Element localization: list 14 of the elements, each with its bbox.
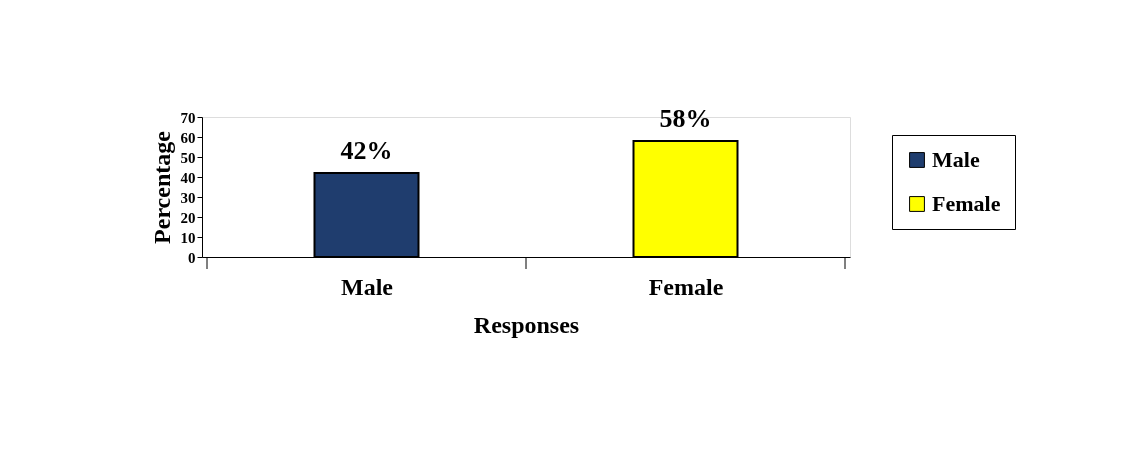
y-tick-label: 10 — [180, 229, 196, 246]
y-tick-label: 60 — [180, 129, 196, 146]
legend-label: Female — [932, 191, 1001, 216]
data-label: 42% — [340, 136, 393, 165]
y-tick-label: 50 — [180, 149, 196, 166]
x-axis-title: Responses — [473, 311, 580, 338]
legend-label: Male — [932, 147, 980, 172]
y-axis-title: Percentage — [148, 130, 175, 244]
y-tick-label: 20 — [180, 209, 196, 226]
y-tick-label: 40 — [180, 169, 196, 186]
y-tick-label: 0 — [188, 249, 196, 266]
y-tick-label: 30 — [180, 189, 196, 206]
y-tick-label: 70 — [180, 109, 196, 126]
data-label: 58% — [659, 104, 712, 133]
